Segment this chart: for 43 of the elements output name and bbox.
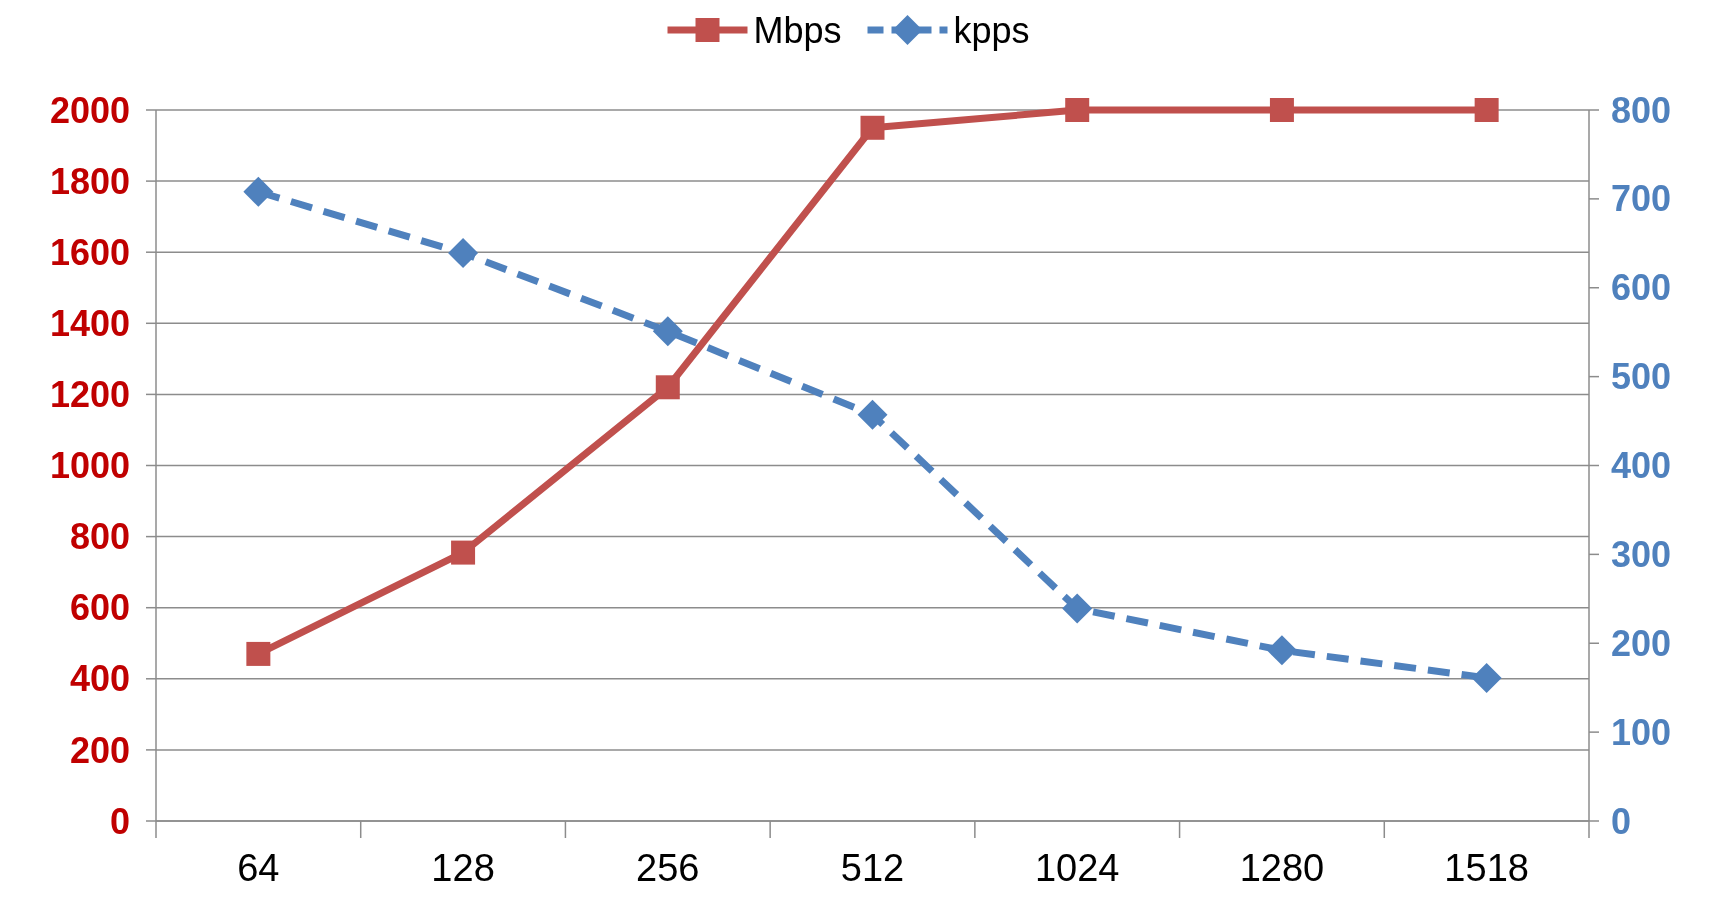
y-tick-label: 1400 [49,302,130,344]
y-tick-label: 1200 [49,374,130,415]
x-tick-label: 1280 [1239,847,1325,889]
x-tick-label: 512 [840,847,905,889]
y-tick-label: 200 [69,729,130,771]
point [1471,662,1502,693]
point [1062,593,1093,624]
point [655,375,680,400]
point [448,238,479,269]
point [243,176,274,207]
point [1474,98,1499,122]
y2-tick-label: 600 [1611,267,1672,309]
point [857,399,888,430]
legend-label: kpps [953,9,1030,51]
y-tick-label: 1800 [49,160,130,202]
point [860,115,885,140]
point [451,540,476,565]
y-tick-label: 400 [69,658,130,700]
y2-tick-label: 200 [1611,622,1672,664]
y-tick-label: 800 [69,516,130,558]
x-tick-label: 128 [431,847,495,889]
point [246,641,271,666]
point [1269,98,1294,122]
x-tick-label: 1024 [1034,847,1120,889]
x-tick-label: 64 [237,847,280,889]
y2-tick-label: 800 [1611,89,1672,131]
legend-label: Mbps [753,9,842,51]
y2-tick-label: 0 [1611,800,1632,842]
y2-tick-label: 100 [1611,711,1672,753]
y-tick-label: 1000 [49,445,130,487]
y-tick-label: 2000 [49,89,130,131]
y2-tick-label: 300 [1611,533,1672,575]
y2-tick-label: 700 [1611,178,1672,220]
y-tick-label: 1600 [49,231,130,273]
x-tick-label: 256 [636,847,700,889]
y-tick-label: 600 [69,587,130,629]
point [1065,98,1090,122]
point [1266,635,1297,666]
y2-tick-label: 400 [1611,445,1672,487]
x-tick-label: 1518 [1444,847,1529,889]
y-tick-label: 0 [109,800,130,842]
y2-tick-label: 500 [1611,356,1672,398]
point [652,316,683,347]
